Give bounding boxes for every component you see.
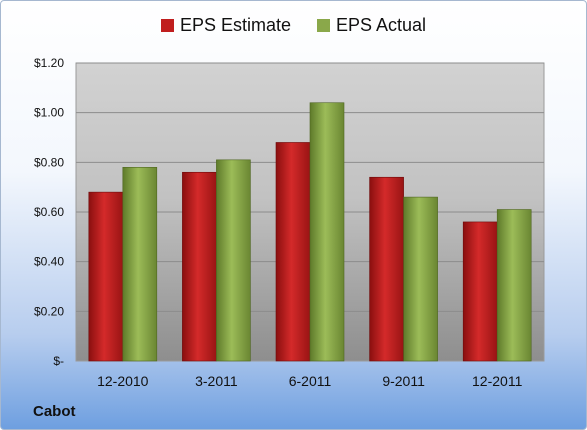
chart-legend: EPS Estimate EPS Actual <box>1 15 586 36</box>
legend-item-estimate: EPS Estimate <box>160 15 291 36</box>
company-label: Cabot <box>33 403 76 420</box>
bar-estimate-6-2011 <box>275 142 311 362</box>
bars <box>88 102 532 362</box>
bar-estimate-3-2011 <box>182 171 217 362</box>
x-tick-label: 12-2011 <box>472 373 523 389</box>
x-tick-label: 9-2011 <box>382 373 425 389</box>
bar-actual-6-2011 <box>309 102 345 362</box>
y-tick-label: $1.00 <box>34 106 64 120</box>
bar-actual-9-2011 <box>403 196 438 362</box>
y-tick-label: $- <box>53 354 64 368</box>
x-tick-label: 3-2011 <box>195 373 238 389</box>
x-axis-ticks: 12-2010 3-2011 6-2011 9-2011 12-2011 <box>97 373 522 389</box>
y-tick-label: $1.20 <box>34 56 64 70</box>
bar-actual-12-2010 <box>122 167 158 362</box>
legend-label-estimate: EPS Estimate <box>179 15 291 35</box>
bar-actual-3-2011 <box>216 159 251 362</box>
legend-label-actual: EPS Actual <box>335 15 427 35</box>
bar-estimate-12-2010 <box>88 191 124 362</box>
x-tick-label: 6-2011 <box>289 373 332 389</box>
y-axis-ticks: $- $0.20 $0.40 $0.60 $0.80 $1.00 $1.20 <box>34 56 64 368</box>
bar-estimate-9-2011 <box>369 176 404 362</box>
legend-item-actual: EPS Actual <box>316 15 427 36</box>
y-tick-label: $0.80 <box>34 155 64 169</box>
legend-swatch-estimate <box>160 19 174 32</box>
y-tick-label: $0.40 <box>34 255 64 269</box>
bar-actual-12-2011 <box>496 209 532 362</box>
y-tick-label: $0.60 <box>34 205 64 219</box>
bar-estimate-12-2011 <box>462 221 498 362</box>
legend-swatch-actual <box>316 19 330 32</box>
x-tick-label: 12-2010 <box>97 373 149 389</box>
y-tick-label: $0.20 <box>34 304 64 318</box>
